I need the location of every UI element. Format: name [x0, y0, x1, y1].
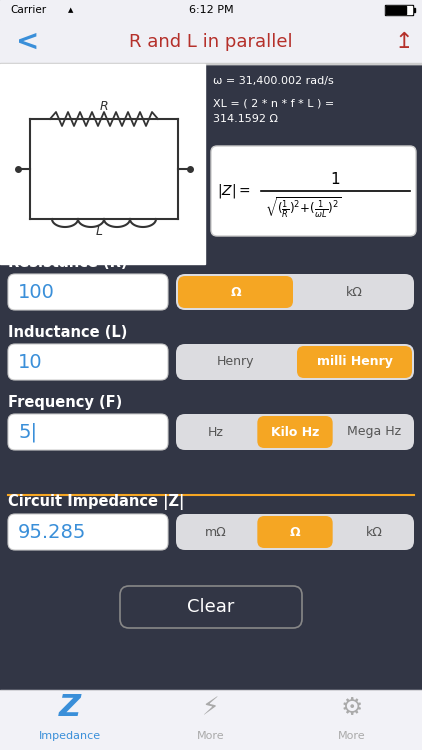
Text: 6:12 PM: 6:12 PM — [189, 5, 233, 15]
Bar — [0, 64, 205, 264]
Bar — [386, 6, 406, 14]
Text: Carrier: Carrier — [10, 5, 46, 15]
Text: mΩ: mΩ — [205, 526, 227, 538]
Bar — [0, 0, 422, 20]
FancyBboxPatch shape — [176, 514, 414, 550]
Text: $\sqrt{(\frac{1}{R})^2\!+\!(\frac{1}{\omega L})^2}$: $\sqrt{(\frac{1}{R})^2\!+\!(\frac{1}{\om… — [265, 196, 341, 220]
Text: Resistance (R): Resistance (R) — [8, 255, 127, 270]
Text: ⚡: ⚡ — [202, 696, 220, 720]
Bar — [0, 20, 422, 64]
Text: More: More — [338, 731, 365, 741]
Text: XL = ( 2 * n * f * L ) =: XL = ( 2 * n * f * L ) = — [213, 98, 334, 108]
FancyBboxPatch shape — [176, 274, 414, 310]
FancyBboxPatch shape — [8, 414, 168, 450]
Bar — [413, 8, 415, 12]
Text: L: L — [95, 225, 103, 238]
Bar — [385, 5, 413, 15]
Text: 1: 1 — [331, 172, 340, 187]
Text: $|Z|=$: $|Z|=$ — [217, 182, 251, 200]
FancyBboxPatch shape — [297, 346, 412, 378]
FancyBboxPatch shape — [8, 514, 168, 550]
Text: Frequency (F): Frequency (F) — [8, 395, 122, 410]
FancyBboxPatch shape — [211, 146, 416, 236]
Text: 95.285: 95.285 — [18, 523, 87, 542]
Text: 10: 10 — [18, 352, 43, 371]
Text: milli Henry: milli Henry — [316, 356, 392, 368]
Text: More: More — [197, 731, 225, 741]
FancyBboxPatch shape — [8, 274, 168, 310]
Text: 5|: 5| — [18, 422, 37, 442]
FancyBboxPatch shape — [120, 586, 302, 628]
FancyBboxPatch shape — [257, 516, 333, 548]
Text: Circuit Impedance |Z|: Circuit Impedance |Z| — [8, 494, 184, 510]
FancyBboxPatch shape — [257, 416, 333, 448]
Text: ⚙: ⚙ — [341, 696, 363, 720]
FancyBboxPatch shape — [176, 344, 414, 380]
Text: ▲: ▲ — [68, 7, 73, 13]
Text: Z: Z — [59, 694, 81, 722]
Text: Ω: Ω — [289, 526, 300, 538]
Text: R and L in parallel: R and L in parallel — [129, 33, 293, 51]
Text: Ω: Ω — [230, 286, 241, 298]
Text: Impedance: Impedance — [39, 731, 101, 741]
Text: <: < — [16, 28, 39, 56]
FancyBboxPatch shape — [178, 276, 293, 308]
Text: Mega Hz: Mega Hz — [347, 425, 401, 439]
Text: kΩ: kΩ — [346, 286, 363, 298]
Text: Henry: Henry — [217, 356, 254, 368]
Text: 314.1592 Ω: 314.1592 Ω — [213, 114, 278, 124]
Text: Clear: Clear — [187, 598, 235, 616]
Text: ↥: ↥ — [395, 32, 413, 52]
Text: Inductance (L): Inductance (L) — [8, 325, 127, 340]
FancyBboxPatch shape — [8, 344, 168, 380]
Bar — [386, 6, 412, 14]
Text: Hz: Hz — [208, 425, 224, 439]
Bar — [0, 690, 422, 750]
FancyBboxPatch shape — [176, 414, 414, 450]
Text: ω = 31,400.002 rad/s: ω = 31,400.002 rad/s — [213, 76, 334, 86]
Bar — [0, 63, 422, 64]
Text: 100: 100 — [18, 283, 55, 302]
Text: Kilo Hz: Kilo Hz — [271, 425, 319, 439]
Text: kΩ: kΩ — [366, 526, 383, 538]
Text: R: R — [100, 100, 108, 113]
